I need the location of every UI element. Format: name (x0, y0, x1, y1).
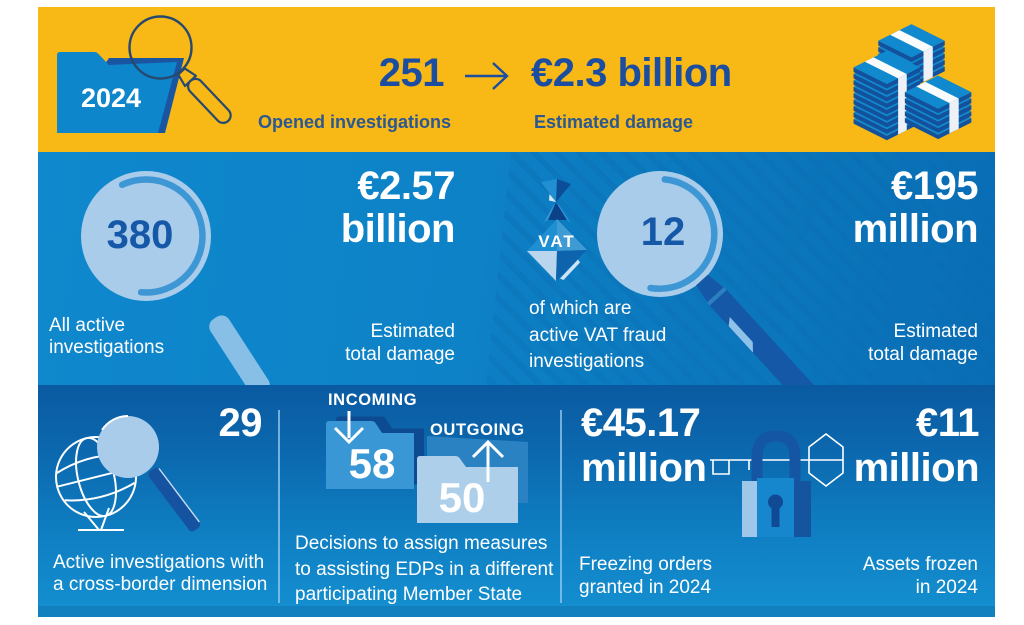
outgoing-label: OUTGOING (430, 421, 525, 439)
incoming-outgoing-folders-icon: 58 50 (326, 411, 528, 523)
text-line: active VAT fraud (529, 324, 667, 346)
bottom-band: 29 Active investigations with a cross-bo… (38, 385, 995, 617)
text-line: €195 (891, 164, 978, 208)
text-line: billion (340, 207, 456, 251)
magnifier-12-icon: 12 (597, 171, 815, 385)
folder-2024-magnifier-icon: 2024 (57, 15, 232, 133)
text-line: investigations (529, 351, 645, 372)
globe-magnifier-icon (55, 414, 201, 532)
vat-damage-value: €195 million (798, 164, 979, 251)
text-line: total damage (868, 344, 978, 365)
text-line: All active (49, 315, 126, 336)
vat-label: of which are active VAT fraud investigat… (529, 296, 666, 376)
vat-bag-label: VAT (538, 232, 575, 251)
text-line: of which are (529, 298, 632, 319)
text-line: Decisions to assign measures (295, 533, 548, 554)
text-line: to assisting EDPs in a different (295, 558, 554, 580)
incoming-value: 58 (349, 440, 396, 487)
text-line: €45.17 (581, 401, 701, 445)
section-divider (560, 410, 562, 603)
cross-border-label: Active investigations with a cross-borde… (53, 552, 267, 595)
opened-investigations-value: 251 (378, 51, 445, 95)
money-stacks-icon (853, 24, 972, 141)
text-line: participating Member State (295, 584, 523, 605)
text-line: €2.57 (357, 164, 455, 208)
text-line: Estimated (893, 321, 978, 342)
arrow-right-icon (465, 62, 509, 90)
text-line: in 2024 (915, 577, 978, 598)
text-line: million (581, 446, 707, 490)
freezing-orders-value: €45.17 million (581, 401, 707, 491)
text-line: granted in 2024 (579, 577, 712, 598)
section-divider (278, 410, 280, 603)
header-band: 2024 251 €2.3 billion Opened investigati… (38, 7, 995, 152)
outgoing-value: 50 (439, 474, 486, 521)
vat-damage-label: Estimated total damage (798, 320, 978, 366)
assets-frozen-label: Assets frozen in 2024 (778, 553, 978, 599)
cross-border-value: 29 (218, 401, 263, 445)
opened-investigations-label: Opened investigations (258, 112, 452, 132)
text-line: Estimated (370, 321, 455, 342)
all-active-label: All active investigations (49, 315, 164, 358)
text-line: million (852, 207, 979, 251)
key-padlock-icon (710, 430, 844, 537)
assignments-label: Decisions to assign measures to assistin… (295, 531, 553, 608)
vat-money-bag-icon: VAT (527, 179, 587, 281)
all-active-value: 380 (107, 213, 174, 257)
text-line: total damage (345, 344, 455, 365)
magnifier-380-icon: 380 (81, 171, 270, 385)
total-damage-label: Estimated total damage (275, 320, 455, 366)
text-line: €11 (915, 401, 980, 445)
text-line: Active investigations with (53, 552, 265, 573)
text-line: investigations (49, 336, 165, 358)
incoming-label: INCOMING (328, 391, 418, 409)
text-line: a cross-border dimension (53, 573, 268, 595)
eppo-2024-infographic: 2024 251 €2.3 billion Opened investigati… (38, 7, 995, 617)
vat-value: 12 (641, 210, 686, 254)
freezing-orders-label: Freezing orders granted in 2024 (579, 553, 712, 599)
text-line: Assets frozen (862, 554, 978, 575)
active-investigations-band: 380 All active investigations €2.57 bill… (38, 152, 995, 385)
estimated-damage-value: €2.3 billion (531, 51, 732, 95)
year-badge: 2024 (81, 83, 141, 113)
estimated-damage-label: Estimated damage (534, 112, 694, 132)
assets-frozen-value: €11 million (829, 401, 980, 491)
text-line: million (853, 446, 980, 490)
total-damage-value: €2.57 billion (275, 164, 456, 251)
text-line: Freezing orders (579, 554, 713, 575)
